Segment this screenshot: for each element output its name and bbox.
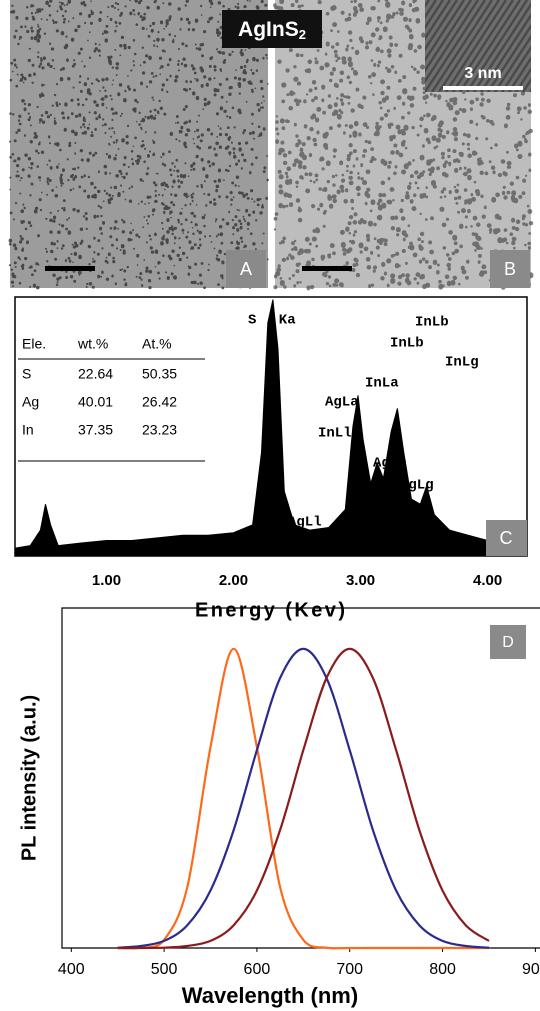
pl-curve <box>117 647 489 950</box>
nanoparticles-a <box>8 0 269 290</box>
x-tick-label: 700 <box>336 961 363 978</box>
x-tick-label: 800 <box>429 961 456 978</box>
panel-label-box <box>490 625 526 659</box>
title-box <box>222 10 322 48</box>
peak-label: InLa <box>365 376 399 392</box>
x-tick-label: 2.00 <box>219 572 248 589</box>
x-tick-label: 500 <box>151 961 178 978</box>
x-tick-label: 400 <box>58 961 85 978</box>
lattice-fringes <box>425 0 531 92</box>
axis-frame <box>61 607 540 949</box>
table-cell: S <box>22 366 31 382</box>
spectrum <box>14 299 528 557</box>
table-cell: 23.23 <box>142 422 177 438</box>
y-axis-title: PL intensity (a.u.) <box>18 695 40 861</box>
table-cell: 37.35 <box>78 422 113 438</box>
panel-label-box <box>490 250 530 288</box>
peak-label: InLb <box>415 315 449 331</box>
panel-label: B <box>504 259 516 279</box>
peak-label: AgLl <box>288 515 322 531</box>
x-tick-label: 600 <box>244 961 271 978</box>
scale-bar-b <box>302 266 352 271</box>
nanoparticles-b <box>273 0 534 291</box>
table-header: At.% <box>142 336 172 352</box>
scale-bar-label: 3 nm <box>464 65 501 82</box>
x-tick-label: 3.00 <box>346 572 375 589</box>
peak-label: InLg <box>445 355 479 371</box>
inset-scale-bar <box>443 86 523 90</box>
x-tick-label: 900 <box>522 961 540 978</box>
table-header: wt.% <box>77 336 108 352</box>
panel-label: C <box>500 528 513 548</box>
pl-curve <box>117 647 490 949</box>
x-axis-title: Energy (Kev) <box>195 599 345 621</box>
table-cell: 26.42 <box>142 394 177 410</box>
table-cell: 22.64 <box>78 366 113 382</box>
figure-title: AgInS2 <box>238 18 306 43</box>
panel-label: A <box>240 259 252 279</box>
table-cell: In <box>22 422 34 438</box>
title-subscript: 2 <box>299 27 306 42</box>
table-cell: 50.35 <box>142 366 177 382</box>
scale-bar-a <box>45 266 95 271</box>
peak-label: InLl <box>318 426 352 442</box>
peak-label: AgLa <box>325 395 359 411</box>
panel-label: D <box>502 634 514 651</box>
x-tick-label: 4.00 <box>473 572 502 589</box>
table-cell: 40.01 <box>78 394 113 410</box>
peak-label: S Ka <box>248 313 296 329</box>
pl-curve <box>117 647 490 950</box>
peak-label: AgLg <box>400 478 434 494</box>
panel-label-box <box>486 520 527 556</box>
x-tick-label: 1.00 <box>92 572 121 589</box>
peak-label: InLb <box>390 336 424 352</box>
peak-label: AgLb <box>373 456 407 472</box>
x-axis-title: Wavelength (nm) <box>182 983 358 1008</box>
table-cell: Ag <box>22 394 39 410</box>
panel-label-box <box>226 250 266 288</box>
title-main: AgInS <box>238 18 299 41</box>
table-header: Ele. <box>22 336 46 352</box>
